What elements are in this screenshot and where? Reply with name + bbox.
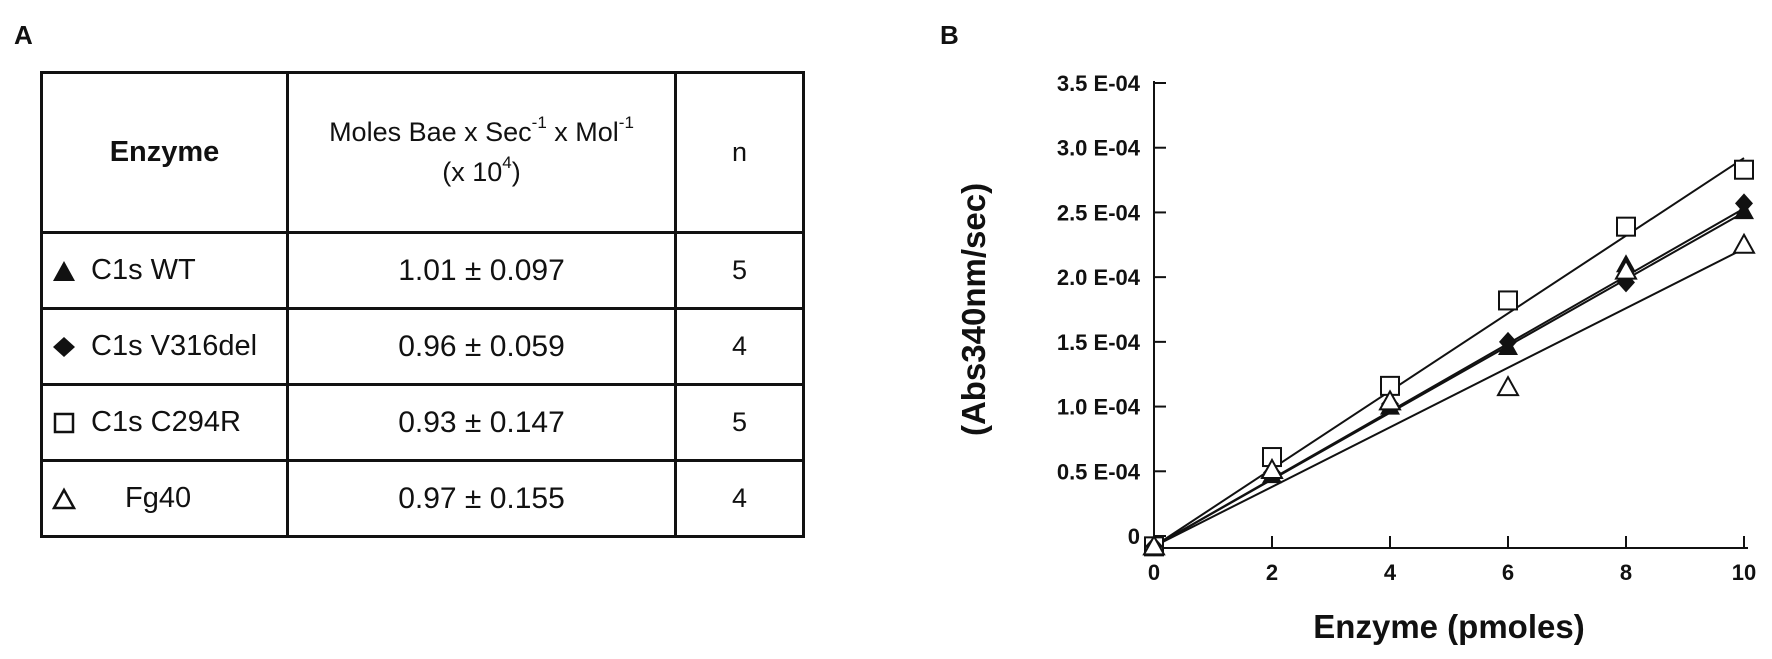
enzyme-cell: Fg40 [40,459,289,538]
y-tick-label: 0.5 E-04 [1057,459,1141,484]
y-tick-label: 2.5 E-04 [1057,200,1141,225]
chart-axes: 0 0.5 E-04 1.0 E-04 1.5 E-04 2.0 E-04 2.5 E-0… [1057,71,1756,585]
enzyme-name: Fg40 [125,482,192,514]
header-rate-exponent: -1 [531,113,547,133]
enzyme-cell: C1s WT [40,231,289,310]
header-enzyme: Enzyme [40,71,289,234]
enzyme-rate-table: Enzyme Moles Bae x Sec-1 x Mol-1 (x 104)… [40,71,805,538]
open-square-icon [51,411,81,435]
rate-cell: 0.97 ± 0.155 [286,459,677,538]
n-cell: 4 [674,307,805,386]
x-tick-label: 0 [1148,560,1160,585]
y-tick-label: 3.5 E-04 [1057,71,1141,96]
y-tick-label: 3.0 E-04 [1057,136,1141,161]
open-triangle-icon [51,487,81,511]
table-header-row: Enzyme Moles Bae x Sec-1 x Mol-1 (x 104)… [40,71,805,234]
rate-cell: 0.93 ± 0.147 [286,383,677,462]
panel-label-b: B [940,20,959,50]
n-cell: 4 [674,459,805,538]
header-rate-exponent: 4 [502,152,512,172]
x-tick-label: 2 [1266,560,1278,585]
filled-diamond-icon [51,335,81,359]
header-n: n [674,71,805,234]
fit-line [1153,207,1745,548]
enzyme-name: C1s V316del [91,330,258,362]
table-row: C1s C294R 0.93 ± 0.147 5 [40,383,805,462]
open-triangle-marker [1260,457,1284,479]
open-square-marker [1616,216,1636,237]
x-tick-label: 4 [1384,560,1397,585]
table-row: C1s V316del 0.96 ± 0.059 4 [40,307,805,386]
data-points [1142,159,1756,557]
header-rate: Moles Bae x Sec-1 x Mol-1 (x 104) [286,71,677,234]
header-rate-part: (x 10 [442,156,503,187]
open-triangle-marker [1142,534,1166,556]
panel-label-a: A [14,20,33,50]
header-rate-part: ) [511,156,521,187]
n-cell: 5 [674,383,805,462]
y-tick-label: 2.0 E-04 [1057,265,1141,290]
header-rate-part: x Mol [546,117,619,148]
y-tick-label: 1.0 E-04 [1057,395,1141,420]
table-row: C1s WT 1.01 ± 0.097 5 [40,231,805,310]
x-axis-title: Enzyme (pmoles) [1313,608,1584,645]
header-rate-part: Moles Bae x Sec [329,117,532,148]
table-row: Fg40 0.97 ± 0.155 4 [40,459,805,538]
enzyme-cell: C1s V316del [40,307,289,386]
x-tick-label: 6 [1502,560,1514,585]
open-triangle-marker [1732,232,1756,254]
filled-diamond-marker [1735,193,1753,214]
x-tick-label: 10 [1732,560,1756,585]
rate-cell: 1.01 ± 0.097 [286,231,677,310]
header-rate-exponent: -1 [618,113,634,133]
fit-line [1153,247,1745,548]
n-cell: 5 [674,231,805,310]
rate-cell: 0.96 ± 0.059 [286,307,677,386]
y-tick-label: 1.5 E-04 [1057,330,1141,355]
enzyme-name: C1s C294R [91,406,241,438]
filled-triangle-icon [51,259,81,283]
enzyme-cell: C1s C294R [40,383,289,462]
y-tick-label: 0 [1128,524,1140,549]
y-axis-title: (Abs340nm/sec) [955,183,992,436]
open-triangle-marker [1614,258,1638,280]
open-square-marker [1498,290,1518,311]
fit-lines [1153,157,1745,548]
open-square-marker [1734,159,1754,180]
x-tick-label: 8 [1620,560,1632,585]
enzyme-name: C1s WT [91,254,196,286]
open-triangle-marker [1496,375,1520,397]
filled-diamond-marker [1499,331,1517,352]
fit-line [1153,157,1745,548]
open-triangle-marker [1378,389,1402,411]
